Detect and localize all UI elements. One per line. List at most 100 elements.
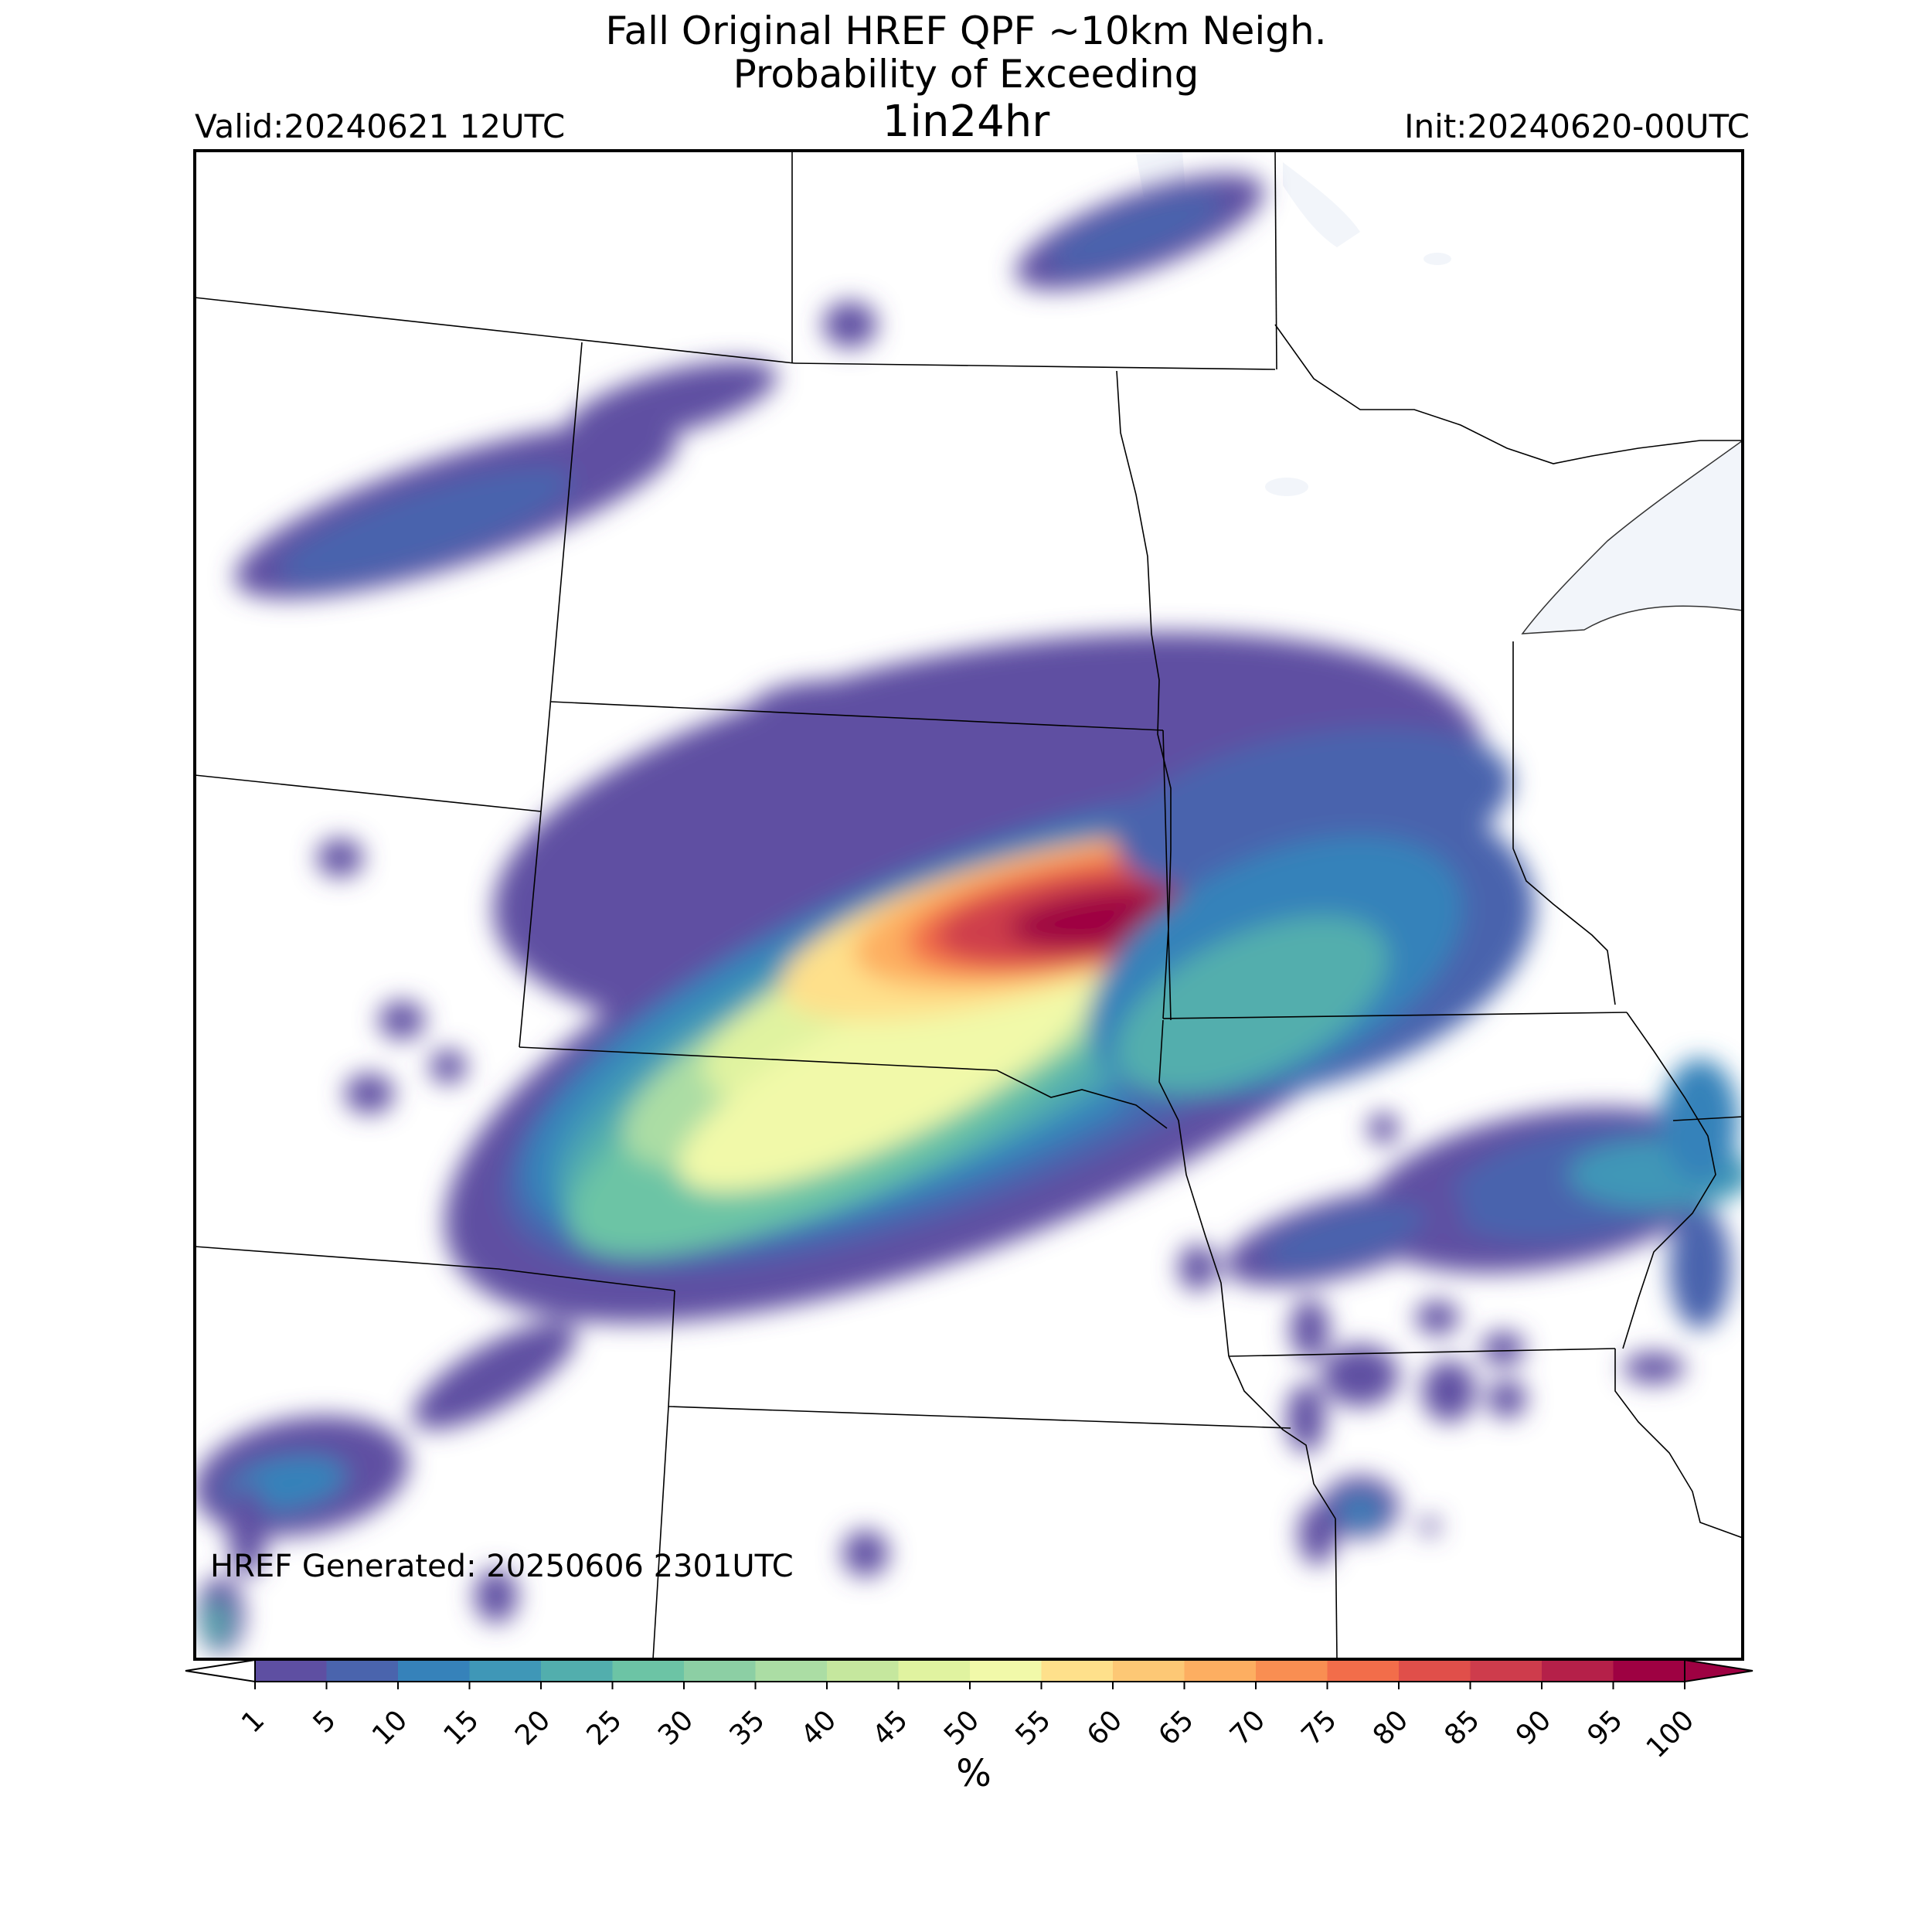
water-bodies	[1136, 151, 1743, 634]
border-ia-mo	[1228, 1348, 1616, 1357]
colorbar-tick-label: 75	[1295, 1704, 1342, 1751]
colorbar-tick-label: 5	[308, 1704, 342, 1739]
colorbar-tick-label: 30	[652, 1704, 699, 1751]
colorbar-tick-label: 40	[795, 1704, 842, 1751]
colorbar-segment	[1256, 1660, 1328, 1682]
border-wi-il	[1672, 1116, 1743, 1121]
colorbar-segment	[1399, 1660, 1471, 1682]
probability-region	[1287, 1383, 1325, 1453]
colorbar-segment	[326, 1660, 399, 1682]
probability-region	[1623, 1352, 1685, 1383]
colorbar-segment	[970, 1660, 1043, 1682]
probability-region	[1368, 1113, 1399, 1144]
colorbar-segment	[469, 1660, 542, 1682]
political-boundaries	[195, 151, 1743, 1659]
colorbar-tick-label: 65	[1152, 1704, 1199, 1751]
lake-superior	[1521, 440, 1743, 634]
colorbar-tick-label: 1	[236, 1704, 270, 1739]
colorbar-tick-label: 10	[366, 1704, 413, 1751]
colorbar-tick-label: 85	[1438, 1704, 1485, 1751]
probability-region	[750, 680, 920, 742]
border-wy-co	[195, 1246, 675, 1291]
colorbar-segment	[1327, 1660, 1400, 1682]
border-ne-ia-mo	[1228, 1355, 1336, 1519]
colorbar-unit-label: %	[956, 1752, 992, 1795]
colorbar-segment	[1613, 1660, 1685, 1682]
title-line-1: Fall Original HREF QPF ~10km Neigh.	[605, 9, 1327, 53]
probability-region	[1298, 1503, 1337, 1565]
colorbar-segment	[898, 1660, 971, 1682]
border-co-ks	[652, 1406, 669, 1659]
colorbar-segment	[1113, 1660, 1185, 1682]
colorbar-tick-label: 45	[866, 1704, 913, 1751]
probability-region	[842, 1530, 889, 1577]
probability-region	[1488, 1379, 1526, 1418]
border-ne-ks	[668, 1406, 1291, 1429]
border-sd-ne	[519, 1046, 1168, 1129]
border-nd-sd	[550, 701, 1164, 731]
probability-region	[1048, 193, 1224, 270]
border-manitoba-ontario	[1274, 151, 1277, 370]
colorbar-tick-label: 80	[1367, 1704, 1414, 1751]
colorbar-segment	[541, 1660, 614, 1682]
border-ne-west	[668, 1290, 675, 1407]
colorbar-tick-label: 55	[1009, 1704, 1056, 1751]
colorbar-tick-label: 25	[580, 1704, 628, 1751]
border-nd-canada	[794, 362, 1276, 370]
colorbar-tick-label: 50	[938, 1704, 985, 1751]
border-canada-us-west	[195, 297, 795, 364]
border-mn-wi	[1512, 641, 1616, 1005]
border-mo-il	[1614, 1349, 1743, 1539]
valid-time-label: Valid:20240621 12UTC	[195, 107, 566, 145]
probability-region	[345, 1073, 394, 1114]
probability-region	[1416, 1301, 1459, 1335]
probability-region	[567, 361, 777, 443]
probability-region	[1481, 1332, 1525, 1366]
probability-region	[678, 956, 1100, 1192]
probability-region	[823, 301, 877, 348]
colorbar: 1 5 10 15 20 25 30 35 40 45 50 55 60 65 70 75 80 85 90 95 10…	[185, 1658, 1753, 1764]
border-wy-sd	[519, 811, 542, 1048]
colorbar-segment	[827, 1660, 900, 1682]
colorbar-segment	[755, 1660, 828, 1682]
generated-label: HREF Generated: 20250606 2301UTC	[210, 1549, 794, 1584]
colorbar-segment	[1184, 1660, 1257, 1682]
border-mt-nd	[540, 342, 583, 812]
probability-region	[228, 1484, 267, 1577]
colorbar-segment	[1041, 1660, 1114, 1682]
small-lake-2	[1423, 253, 1451, 265]
probability-region	[1321, 1345, 1399, 1406]
colorbar-tick-label: 20	[509, 1704, 556, 1751]
title-line-3: 1in24hr	[882, 97, 1050, 147]
init-time-label: Init:20240620-00UTC	[1404, 107, 1750, 145]
colorbar-over-arrow	[1684, 1658, 1753, 1683]
probability-region	[1662, 1059, 1739, 1182]
colorbar-segment	[684, 1660, 757, 1682]
probability-region	[1115, 916, 1389, 1094]
probability-region	[1420, 1517, 1439, 1536]
probability-field	[195, 174, 1743, 1654]
probability-region	[1422, 1360, 1476, 1422]
colorbar-tick-label: 15	[437, 1704, 485, 1751]
colorbar-segment	[1470, 1660, 1543, 1682]
title-line-2: Probability of Exceeding	[733, 52, 1199, 97]
border-sd-mn	[1162, 730, 1172, 1021]
border-mn-ontario	[1274, 324, 1743, 464]
probability-region	[474, 1569, 518, 1623]
probability-region	[413, 1321, 577, 1430]
border-mt-wy	[195, 774, 542, 812]
colorbar-tick-label: 35	[723, 1704, 770, 1751]
probability-region	[1262, 1205, 1427, 1268]
probability-region	[205, 1600, 228, 1646]
colorbar-tick-label: 95	[1581, 1704, 1628, 1751]
border-sd-ia	[1158, 1019, 1230, 1357]
small-lake-1	[1265, 478, 1308, 496]
colorbar-segment	[255, 1660, 328, 1682]
probability-region	[1291, 1298, 1329, 1360]
probability-region	[317, 838, 363, 877]
probability-region	[277, 467, 573, 584]
colorbar-segment	[1542, 1660, 1614, 1682]
colorbar-tick-label: 90	[1510, 1704, 1557, 1751]
colorbar-tick-label: 70	[1224, 1704, 1271, 1751]
lake-of-the-woods	[1283, 162, 1360, 247]
